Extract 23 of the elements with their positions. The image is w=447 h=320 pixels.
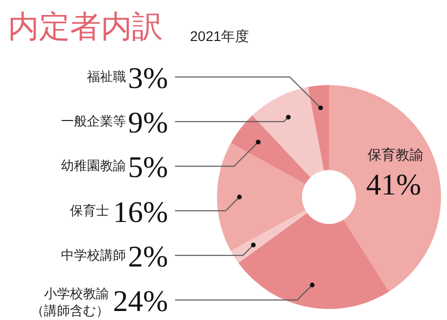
data-label: 41% <box>366 168 422 202</box>
chart-subtitle: 2021年度 <box>190 28 250 44</box>
slice-label: 幼稚園教諭 <box>61 158 126 174</box>
data-label: 16% <box>113 196 168 229</box>
slice-label: 保育教諭 <box>368 146 424 163</box>
donut-slice <box>329 85 441 292</box>
data-label: 9% <box>128 106 168 140</box>
slice-label: 一般企業等 <box>61 114 126 129</box>
donut-slice <box>252 86 324 178</box>
data-label: 2% <box>128 240 168 274</box>
donut-slice <box>238 212 390 309</box>
donut-slice <box>308 85 329 170</box>
data-label: 5% <box>128 151 168 184</box>
donut-slice <box>230 115 311 184</box>
slice-label: 福祉職 <box>87 69 126 84</box>
donut-slice <box>230 210 308 263</box>
data-label: 3% <box>128 62 168 95</box>
slice-label: 小学校教諭（講師含む） <box>31 286 109 318</box>
donut-slice <box>217 143 306 251</box>
slice-label: 保育士 <box>70 202 109 218</box>
chart-title: 内定者内訳 <box>8 9 163 44</box>
slice-label: 中学校講師 <box>61 247 126 262</box>
data-label: 24% <box>113 285 168 318</box>
